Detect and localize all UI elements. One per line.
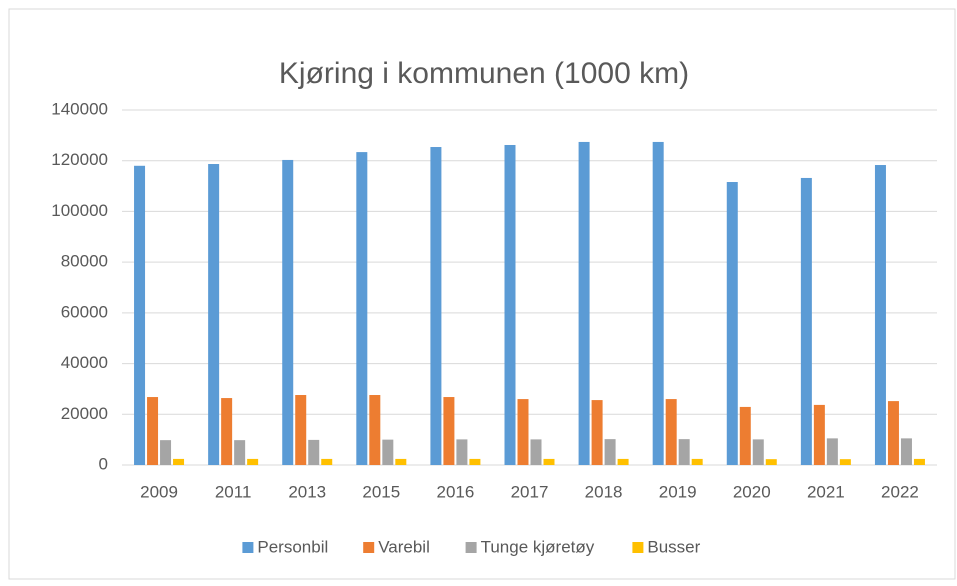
- bar: [295, 395, 307, 465]
- bar: [874, 165, 886, 465]
- y-tick-label: 120000: [51, 150, 108, 169]
- legend-swatch: [632, 542, 644, 553]
- bar: [208, 164, 220, 465]
- x-tick-label: 2011: [215, 482, 252, 501]
- x-tick-label: 2015: [362, 482, 400, 501]
- bar: [504, 144, 516, 465]
- bar: [382, 439, 394, 465]
- bar: [430, 147, 442, 465]
- bar: [678, 439, 690, 465]
- bar: [739, 406, 751, 465]
- x-tick-label: 2020: [733, 482, 771, 501]
- x-tick-label: 2009: [140, 482, 178, 501]
- bar: [308, 439, 320, 465]
- bar: [726, 182, 738, 465]
- bar: [134, 165, 146, 466]
- bar: [160, 440, 172, 465]
- y-tick-label: 100000: [51, 201, 108, 220]
- x-tick-label: 2017: [511, 482, 549, 501]
- bar: [247, 458, 259, 465]
- bar: [900, 438, 912, 465]
- bar: [691, 458, 703, 465]
- x-tick-label: 2018: [585, 482, 623, 501]
- bar: [147, 397, 159, 465]
- legend-swatch: [242, 542, 254, 553]
- legend-swatch: [465, 542, 477, 553]
- bar: [665, 399, 677, 465]
- y-tick-label: 0: [99, 454, 108, 473]
- y-tick-label: 140000: [51, 99, 108, 118]
- legend-swatch: [363, 542, 375, 553]
- bar: [356, 152, 368, 466]
- bar: [765, 459, 777, 465]
- bar: [543, 458, 555, 465]
- bar: [221, 398, 233, 465]
- bar: [369, 395, 381, 465]
- chart-frame: [8, 8, 956, 580]
- bar: [839, 459, 851, 465]
- y-tick-label: 60000: [61, 302, 108, 321]
- bar: [517, 399, 529, 465]
- bar: [652, 141, 664, 465]
- bar: [813, 404, 825, 465]
- bar: [530, 439, 542, 465]
- bar: [604, 439, 616, 465]
- bar: [617, 458, 629, 465]
- y-tick-label: 20000: [61, 404, 108, 423]
- bar: [173, 458, 185, 465]
- y-tick-label: 80000: [61, 252, 108, 271]
- bar: [456, 439, 468, 465]
- bar: [578, 141, 590, 465]
- x-tick-label: 2021: [807, 482, 845, 501]
- bar: [752, 439, 764, 465]
- x-tick-label: 2022: [881, 482, 919, 501]
- chart-title: Kjøring i kommunen (1000 km): [279, 57, 689, 90]
- x-tick-label: 2013: [288, 482, 326, 501]
- x-tick-label: 2016: [436, 482, 474, 501]
- bar: [282, 159, 294, 466]
- legend-label: Busser: [647, 537, 700, 556]
- x-tick-label: 2019: [659, 482, 697, 501]
- legend-label: Tunge kjøretøy: [481, 537, 595, 556]
- bar: [469, 458, 481, 465]
- bar: [826, 438, 838, 465]
- legend-label: Personbil: [257, 537, 328, 556]
- bar: [887, 401, 899, 465]
- bar: [800, 177, 812, 465]
- bar: [395, 458, 407, 465]
- bar: [913, 458, 925, 465]
- bar: [591, 400, 603, 465]
- legend-label: Varebil: [378, 537, 430, 556]
- y-tick-label: 40000: [61, 353, 108, 372]
- bar: [443, 397, 455, 465]
- bar: [321, 458, 333, 465]
- bar: [234, 440, 246, 465]
